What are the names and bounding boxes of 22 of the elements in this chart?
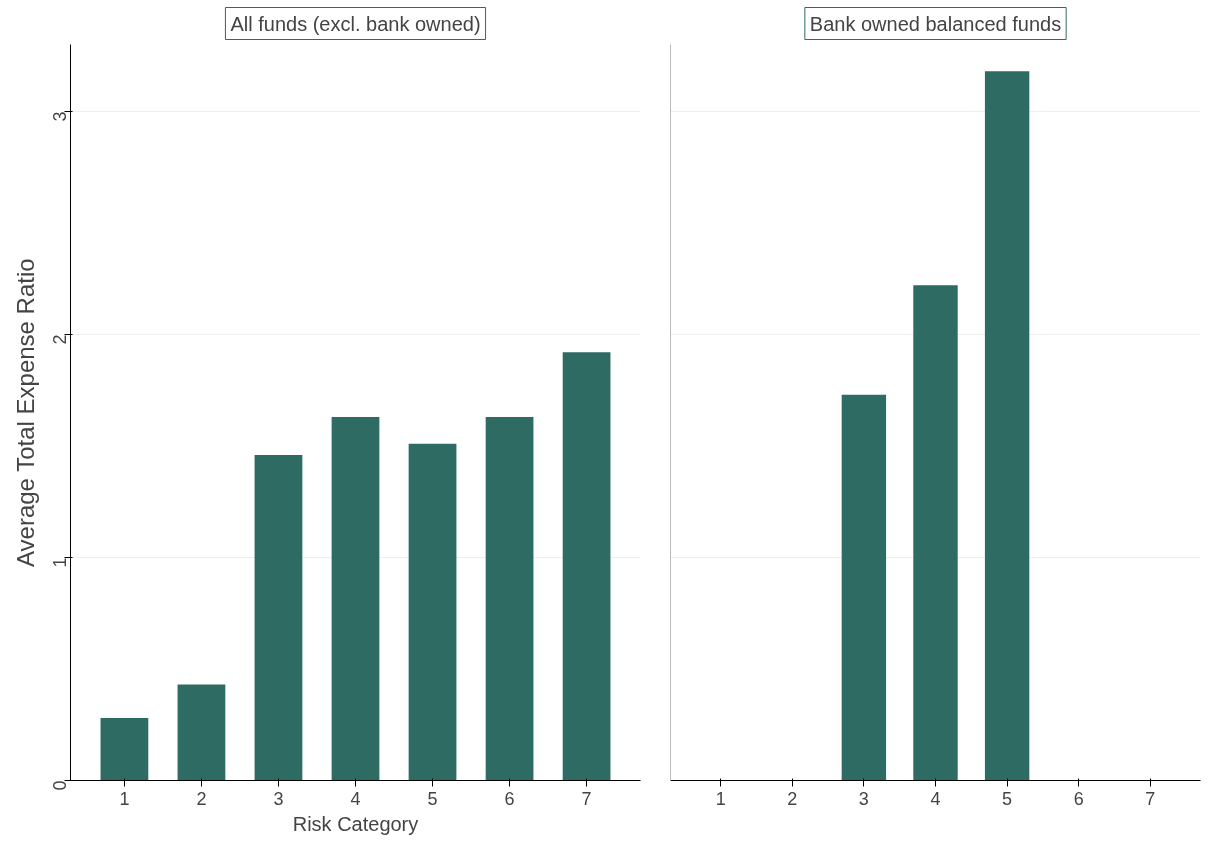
x-tick-label: 3 [273,788,284,809]
chart-title: Bank owned balanced funds [809,12,1062,35]
x-tick-label: 5 [1002,788,1013,809]
x-tick-label: 7 [1145,788,1156,809]
x-tick-label: 4 [350,788,361,809]
x-tick-label: 1 [119,788,130,809]
x-axis-title: Risk Category [292,812,419,835]
chart-title: All funds (excl. bank owned) [230,12,481,35]
y-tick-label: 1 [50,557,70,568]
x-tick-label: 2 [196,788,207,809]
y-tick-label: 3 [50,111,70,122]
y-tick-label: 2 [50,334,70,345]
y-tick-label: 0 [50,780,70,791]
x-tick-label: 3 [858,788,869,809]
x-tick-label: 6 [504,788,515,809]
x-tick-label: 7 [581,788,592,809]
x-tick-label: 4 [930,788,941,809]
x-tick-label: 2 [787,788,798,809]
x-tick-label: 1 [715,788,726,809]
y-axis-title: Average Total Expense Ratio [11,258,39,568]
x-tick-label: 5 [427,788,438,809]
x-tick-label: 6 [1073,788,1084,809]
